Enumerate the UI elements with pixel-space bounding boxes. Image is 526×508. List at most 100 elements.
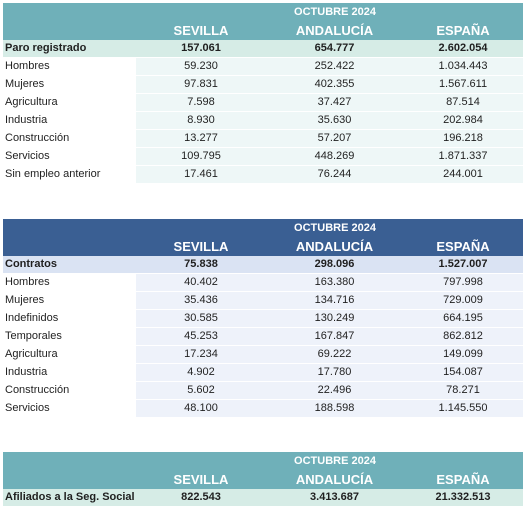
value-espana: 244.001 <box>443 168 483 180</box>
row-label: Mujeres <box>5 78 45 90</box>
value-sevilla: 17.461 <box>184 168 218 180</box>
contratos-period: OCTUBRE 2024 <box>294 222 376 234</box>
table-row: Sin empleo anterior 17.461 76.244 244.00… <box>3 166 523 184</box>
value-andalucia: 134.716 <box>314 294 355 306</box>
contratos-table: OCTUBRE 2024 SEVILLA ANDALUCÍA ESPAÑA Co… <box>3 219 523 418</box>
value-sevilla: 5.602 <box>187 384 215 396</box>
value-andalucia: 188.598 <box>314 402 355 414</box>
paro-column-header: SEVILLA ANDALUCÍA ESPAÑA <box>3 21 523 40</box>
row-label: Temporales <box>5 330 62 342</box>
paro-total-sevilla: 157.061 <box>181 42 221 54</box>
value-espana: 87.514 <box>446 96 480 108</box>
row-label: Servicios <box>5 150 50 162</box>
row-label: Industria <box>5 366 48 378</box>
paro-total-label: Paro registrado <box>5 42 87 54</box>
row-label: Hombres <box>5 276 50 288</box>
value-espana: 664.195 <box>443 312 483 324</box>
contratos-col-sevilla: SEVILLA <box>173 239 229 254</box>
row-label: Agricultura <box>5 348 58 360</box>
table-row: Mujeres 35.436 134.716 729.009 <box>3 292 523 310</box>
table-row: Industria 8.930 35.630 202.984 <box>3 112 523 130</box>
value-espana: 78.271 <box>446 384 480 396</box>
afiliados-period: OCTUBRE 2024 <box>294 455 376 467</box>
value-andalucia: 130.249 <box>314 312 355 324</box>
value-espana: 797.998 <box>443 276 483 288</box>
value-sevilla: 48.100 <box>184 402 218 414</box>
contratos-column-header: SEVILLA ANDALUCÍA ESPAÑA <box>3 237 523 256</box>
value-espana: 196.218 <box>443 132 483 144</box>
row-label: Industria <box>5 114 48 126</box>
value-sevilla: 8.930 <box>187 114 215 126</box>
value-espana: 149.099 <box>443 348 483 360</box>
contratos-total-espana: 1.527.007 <box>438 258 488 270</box>
afiliados-total-espana: 21.332.513 <box>435 491 491 503</box>
afiliados-total-row: Afiliados a la Seg. Social 822.543 3.413… <box>3 489 523 507</box>
table-row: Mujeres 97.831 402.355 1.567.611 <box>3 76 523 94</box>
value-espana: 862.812 <box>443 330 483 342</box>
value-espana: 1.567.611 <box>438 78 488 90</box>
row-label: Servicios <box>5 402 50 414</box>
value-sevilla: 13.277 <box>184 132 218 144</box>
value-andalucia: 76.244 <box>317 168 352 180</box>
paro-total-espana: 2.602.054 <box>438 42 488 54</box>
value-sevilla: 35.436 <box>184 294 218 306</box>
paro-total-andalucia: 654.777 <box>314 42 355 54</box>
table-row: Industria 4.902 17.780 154.087 <box>3 364 523 382</box>
value-andalucia: 37.427 <box>317 96 352 108</box>
contratos-total-row: Contratos 75.838 298.096 1.527.007 <box>3 256 523 274</box>
row-label: Construcción <box>5 132 70 144</box>
table-row: Servicios 48.100 188.598 1.145.550 <box>3 400 523 418</box>
contratos-period-header: OCTUBRE 2024 <box>3 219 523 237</box>
value-andalucia: 35.630 <box>317 114 352 126</box>
row-label: Indefinidos <box>5 312 59 324</box>
row-label: Mujeres <box>5 294 45 306</box>
afiliados-total-label: Afiliados a la Seg. Social <box>5 491 135 503</box>
value-espana: 729.009 <box>443 294 483 306</box>
paro-total-row: Paro registrado 157.061 654.777 2.602.05… <box>3 40 523 58</box>
value-sevilla: 30.585 <box>184 312 218 324</box>
table-row: Agricultura 7.598 37.427 87.514 <box>3 94 523 112</box>
value-sevilla: 97.831 <box>184 78 218 90</box>
table-row: Hombres 59.230 252.422 1.034.443 <box>3 58 523 76</box>
contratos-col-espana: ESPAÑA <box>436 239 490 254</box>
value-andalucia: 167.847 <box>314 330 355 342</box>
value-espana: 1.145.550 <box>438 402 488 414</box>
value-andalucia: 448.269 <box>314 150 355 162</box>
contratos-total-label: Contratos <box>5 258 57 270</box>
contratos-col-andalucia: ANDALUCÍA <box>295 239 374 254</box>
row-label: Agricultura <box>5 96 58 108</box>
paro-period: OCTUBRE 2024 <box>294 6 376 18</box>
afiliados-col-sevilla: SEVILLA <box>173 472 229 487</box>
table-row: Temporales 45.253 167.847 862.812 <box>3 328 523 346</box>
paro-col-andalucia: ANDALUCÍA <box>295 23 374 38</box>
paro-table: OCTUBRE 2024 SEVILLA ANDALUCÍA ESPAÑA Pa… <box>3 3 523 184</box>
paro-period-header: OCTUBRE 2024 <box>3 3 523 21</box>
value-sevilla: 40.402 <box>184 276 218 288</box>
afiliados-total-sevilla: 822.543 <box>181 491 221 503</box>
value-andalucia: 402.355 <box>314 78 355 90</box>
table-row: Agricultura 17.234 69.222 149.099 <box>3 346 523 364</box>
paro-col-espana: ESPAÑA <box>436 23 490 38</box>
value-sevilla: 59.230 <box>184 60 218 72</box>
afiliados-col-espana: ESPAÑA <box>436 472 490 487</box>
table-row: Hombres 40.402 163.380 797.998 <box>3 274 523 292</box>
afiliados-period-header: OCTUBRE 2024 <box>3 452 523 470</box>
value-espana: 1.871.337 <box>438 150 488 162</box>
value-sevilla: 109.795 <box>181 150 221 162</box>
value-andalucia: 69.222 <box>317 348 352 360</box>
value-sevilla: 17.234 <box>184 348 218 360</box>
table-row: Indefinidos 30.585 130.249 664.195 <box>3 310 523 328</box>
afiliados-table: OCTUBRE 2024 SEVILLA ANDALUCÍA ESPAÑA Af… <box>3 452 523 507</box>
contratos-total-sevilla: 75.838 <box>184 258 218 270</box>
value-sevilla: 7.598 <box>187 96 215 108</box>
table-row: Construcción 5.602 22.496 78.271 <box>3 382 523 400</box>
table-row: Servicios 109.795 448.269 1.871.337 <box>3 148 523 166</box>
value-espana: 154.087 <box>443 366 483 378</box>
value-sevilla: 45.253 <box>184 330 218 342</box>
value-espana: 202.984 <box>443 114 483 126</box>
value-andalucia: 17.780 <box>317 366 352 378</box>
row-label: Hombres <box>5 60 50 72</box>
value-espana: 1.034.443 <box>438 60 488 72</box>
table-row: Construcción 13.277 57.207 196.218 <box>3 130 523 148</box>
value-andalucia: 252.422 <box>314 60 355 72</box>
